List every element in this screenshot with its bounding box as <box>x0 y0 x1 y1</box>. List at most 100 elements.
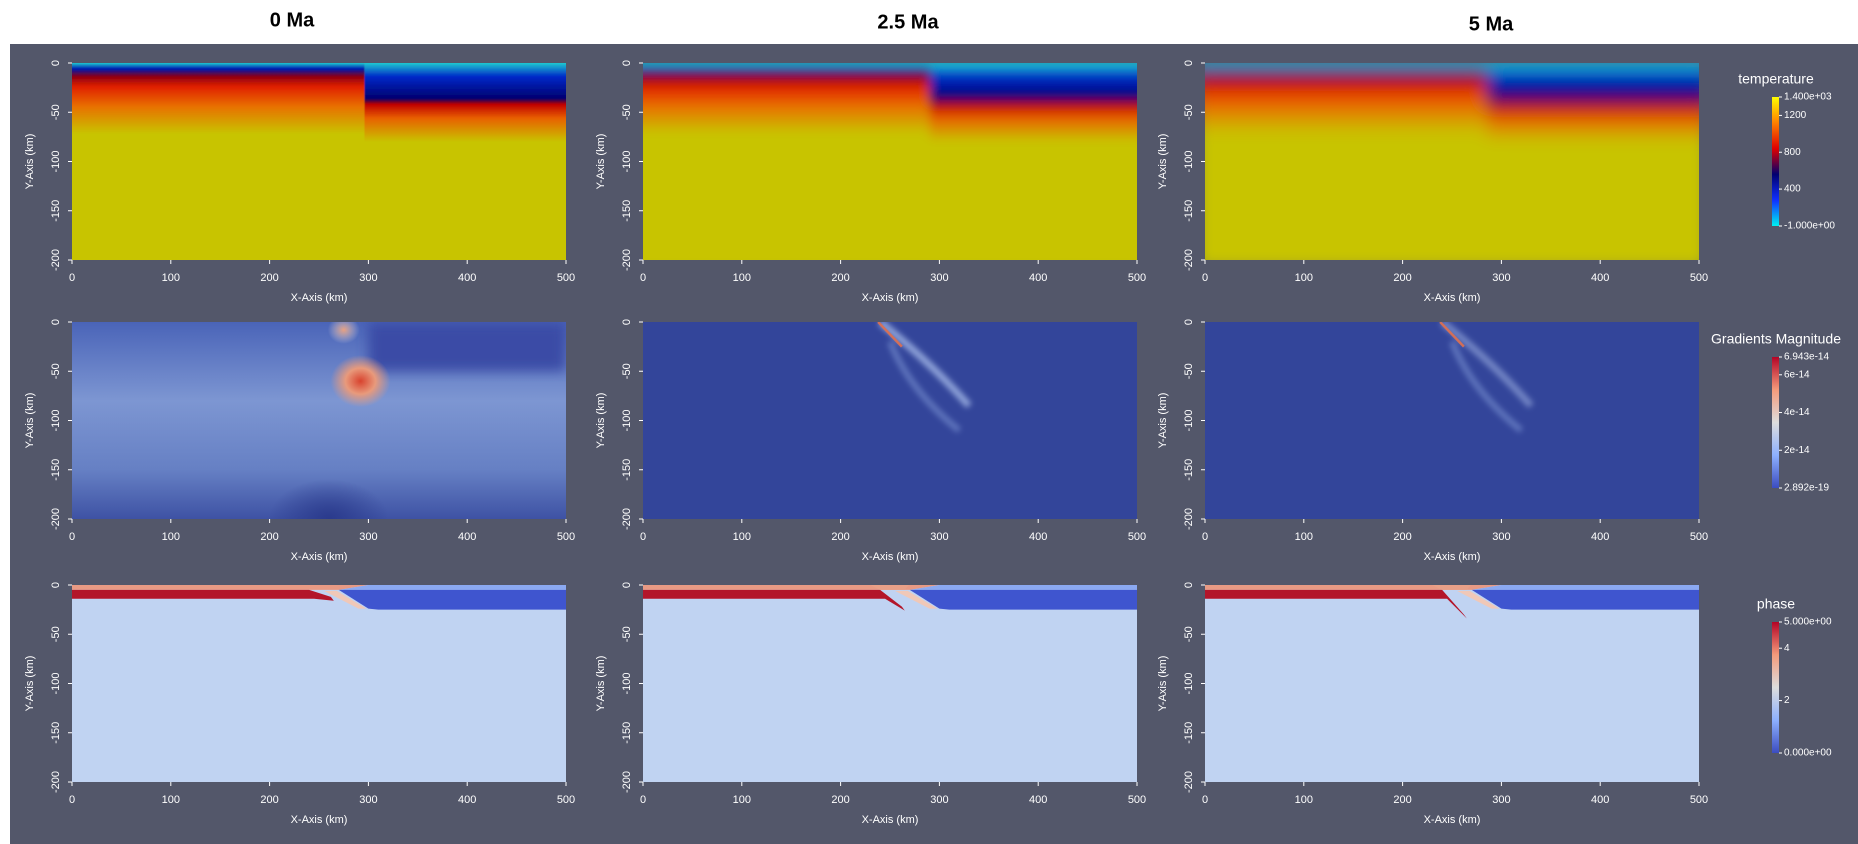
x-tick-label: 400 <box>1029 794 1047 806</box>
phase-continental-crust <box>1205 585 1502 590</box>
field-panel <box>72 63 566 260</box>
y-tick-label: -50 <box>621 363 633 379</box>
lithosphere-right <box>364 63 566 260</box>
y-tick-label: -100 <box>50 672 62 694</box>
temperature-field <box>72 63 566 260</box>
y-axis-label: Y-Axis (km) <box>1157 134 1169 190</box>
x-axis-label: X-Axis (km) <box>291 814 348 826</box>
x-tick-label: 300 <box>359 531 377 543</box>
y-tick-label: -50 <box>1183 104 1195 120</box>
gradient-peak <box>1439 322 1465 348</box>
x-axis-label: X-Axis (km) <box>862 292 919 304</box>
gradient-streak <box>877 322 972 433</box>
y-tick-label: -50 <box>50 104 62 120</box>
phase-continental-crust <box>643 585 940 590</box>
phase-continental-mantle <box>1205 589 1467 619</box>
y-tick-label: -200 <box>1183 249 1195 271</box>
gradient-field <box>1205 322 1699 519</box>
field-panel <box>1205 585 1699 782</box>
x-tick-label: 500 <box>557 794 575 806</box>
y-tick-label: -150 <box>621 722 633 744</box>
y-tick-label: -200 <box>50 249 62 271</box>
x-tick-label: 0 <box>1202 531 1208 543</box>
colorbar <box>1772 97 1779 226</box>
colorbar-tick-label: 2e-14 <box>1784 445 1810 456</box>
phase-weak-zone <box>894 590 938 609</box>
x-tick-label: 300 <box>1492 272 1510 284</box>
y-tick-label: -150 <box>50 722 62 744</box>
y-tick-label: 0 <box>1183 60 1195 66</box>
colorbar-tick-label: 2.892e-19 <box>1784 483 1829 494</box>
x-tick-label: 400 <box>1029 531 1047 543</box>
gradient-low <box>268 479 389 519</box>
phase-weak-zone <box>1456 590 1500 609</box>
colorbar-tick-label: 6e-14 <box>1784 369 1810 380</box>
x-tick-label: 200 <box>831 272 849 284</box>
colorbar-tick-label: 800 <box>1784 147 1801 158</box>
x-tick-label: 0 <box>640 272 646 284</box>
phase-sediment <box>1432 585 1471 590</box>
phase-oceanic-crust <box>909 585 1137 590</box>
gradient-top <box>327 322 360 344</box>
x-tick-label: 300 <box>1492 531 1510 543</box>
x-tick-label: 300 <box>1492 794 1510 806</box>
x-axis-label: X-Axis (km) <box>1424 292 1481 304</box>
y-axis-label: Y-Axis (km) <box>24 393 36 449</box>
x-tick-label: 400 <box>458 794 476 806</box>
colorbar-title: phase <box>1757 596 1795 612</box>
phase-mantle <box>72 585 566 782</box>
x-tick-label: 200 <box>260 272 278 284</box>
x-tick-label: 400 <box>1029 272 1047 284</box>
x-axis-label: X-Axis (km) <box>862 551 919 563</box>
x-tick-label: 300 <box>359 794 377 806</box>
x-tick-label: 500 <box>1690 794 1708 806</box>
x-tick-label: 0 <box>640 531 646 543</box>
y-tick-label: 0 <box>621 582 633 588</box>
column-title: 2.5 Ma <box>877 11 939 33</box>
y-tick-label: 0 <box>621 319 633 325</box>
x-tick-label: 500 <box>1690 272 1708 284</box>
x-tick-label: 200 <box>1393 794 1411 806</box>
x-tick-label: 100 <box>733 794 751 806</box>
field-panel <box>643 63 1137 260</box>
y-tick-label: -100 <box>621 150 633 172</box>
y-tick-label: -150 <box>1183 722 1195 744</box>
y-tick-label: 0 <box>621 60 633 66</box>
y-tick-label: -50 <box>1183 626 1195 642</box>
colorbar <box>1772 357 1779 488</box>
y-tick-label: -50 <box>621 104 633 120</box>
phase-oceanic-crust <box>1471 585 1699 590</box>
colorbar-tick-label: 0.000e+00 <box>1784 748 1832 759</box>
x-tick-label: 100 <box>733 272 751 284</box>
x-tick-label: 500 <box>1128 794 1146 806</box>
y-tick-label: -200 <box>621 249 633 271</box>
lithosphere-right <box>1486 63 1699 260</box>
gradient-high <box>330 355 391 408</box>
lithosphere-left <box>72 63 365 260</box>
y-axis-label: Y-Axis (km) <box>595 656 607 712</box>
y-tick-label: -100 <box>621 672 633 694</box>
y-tick-label: 0 <box>1183 319 1195 325</box>
x-tick-label: 500 <box>557 531 575 543</box>
phase-oceanic-lithosphere <box>1471 589 1699 610</box>
y-tick-label: -100 <box>1183 409 1195 431</box>
y-axis-label: Y-Axis (km) <box>595 393 607 449</box>
column-title: 5 Ma <box>1469 13 1514 35</box>
gradient-right <box>368 322 566 372</box>
y-tick-label: -100 <box>50 409 62 431</box>
y-tick-label: -50 <box>50 626 62 642</box>
lithosphere-right <box>929 63 1137 260</box>
y-tick-label: 0 <box>1183 582 1195 588</box>
field-panel <box>1205 322 1699 519</box>
y-tick-label: -200 <box>50 508 62 530</box>
x-axis-label: X-Axis (km) <box>291 292 348 304</box>
x-tick-label: 100 <box>733 531 751 543</box>
colorbar-tick-label: 4 <box>1784 643 1790 654</box>
colorbar-title: temperature <box>1738 71 1814 87</box>
x-tick-label: 100 <box>1295 531 1313 543</box>
phase-mantle <box>1205 585 1699 782</box>
y-axis-label: Y-Axis (km) <box>595 134 607 190</box>
lithosphere-left <box>643 63 930 260</box>
y-tick-label: 0 <box>50 582 62 588</box>
